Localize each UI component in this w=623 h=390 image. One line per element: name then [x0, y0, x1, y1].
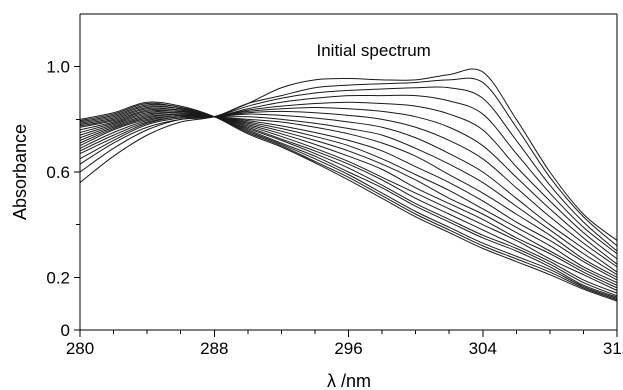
spectrum-line-15	[79, 108, 618, 291]
spectrum-line-18	[79, 105, 618, 298]
y-tick-label: 1.0	[46, 58, 70, 77]
x-tick-label: 296	[334, 339, 362, 358]
y-axis-title: Absorbance	[10, 124, 30, 220]
spectra-series-group	[79, 68, 618, 302]
spectrum-line-8	[79, 113, 618, 273]
x-axis-title: λ /nm	[327, 371, 371, 390]
spectrum-line-10	[79, 113, 618, 278]
y-tick-label: 0.6	[46, 163, 70, 182]
spectrum-line-14	[79, 109, 618, 289]
spectrum-line-16	[79, 107, 618, 294]
spectrum-line-3	[79, 86, 618, 252]
annotation-group: Initial spectrum	[317, 41, 431, 60]
spectrum-line-21	[79, 101, 618, 302]
spectrum-line-6	[79, 106, 618, 265]
spectrum-line-12	[79, 111, 618, 284]
y-tick-label: 0	[61, 321, 70, 340]
spectrum-line-4	[79, 94, 618, 255]
y-tick-label: 0.2	[46, 268, 70, 287]
x-tick-label: 288	[200, 339, 228, 358]
spectrum-line-17	[79, 106, 618, 297]
spectrum-line-13	[79, 110, 618, 286]
x-tick-label: 280	[66, 339, 94, 358]
spectrum-line-1	[79, 68, 618, 241]
spectrum-line-2	[79, 77, 618, 247]
x-tick-label: 312	[603, 339, 623, 358]
spectrum-line-20	[79, 102, 618, 301]
annotation-initial-spectrum: Initial spectrum	[317, 41, 431, 60]
x-tick-label: 304	[469, 339, 497, 358]
ticks-group	[74, 66, 618, 337]
spectrum-line-9	[79, 113, 618, 276]
spectrum-line-5	[79, 101, 618, 260]
tick-labels-group: 280 288 296 304 312 0 0.2 0.6 1.0	[46, 58, 623, 358]
